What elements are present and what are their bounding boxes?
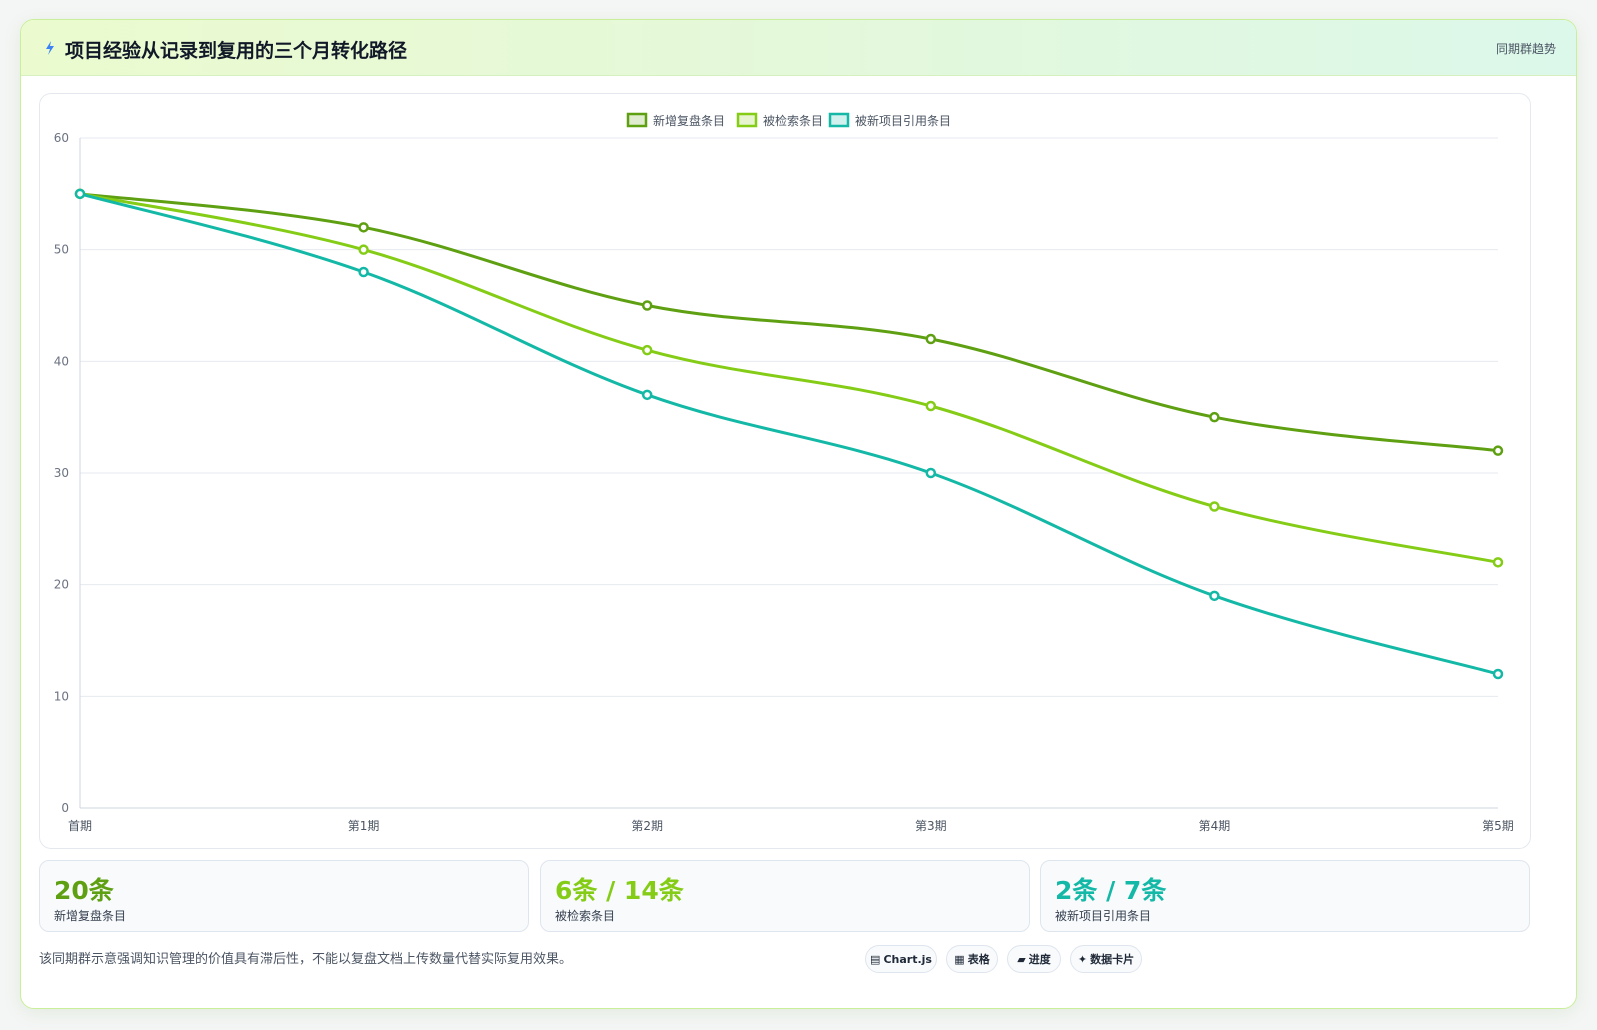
data-point <box>358 266 369 278</box>
series-line <box>79 192 1499 564</box>
data-point <box>641 300 653 311</box>
data-point <box>74 188 86 200</box>
data-point <box>1492 445 1504 456</box>
series-line <box>79 192 1499 453</box>
x-tick-label: 第2期 <box>631 819 663 833</box>
chip-chartjs[interactable]: ▤ Chart.js <box>865 945 937 973</box>
x-tick-label: 第5期 <box>1482 819 1514 833</box>
legend-label: 新增复盘条目 <box>653 113 725 128</box>
stat-card-searched: 6条 / 14条 被检索条目 <box>540 860 1030 932</box>
chart-panel: 新增复盘条目 被检索条目 被新项目引用条目 0 10 20 30 40 50 60 首期 第1期 第2… <box>39 93 1531 849</box>
data-point <box>641 389 653 401</box>
stat-label: 新增复盘条目 <box>54 909 127 923</box>
header-tag: 同期群趋势 <box>1495 42 1556 56</box>
data-point <box>925 400 937 412</box>
y-tick-label: 10 <box>54 689 69 703</box>
legend-swatch <box>626 112 648 128</box>
legend-item: 被检索条目 <box>736 112 823 128</box>
chip-label: 进度 <box>1028 953 1051 966</box>
sparkle-icon: ✦ <box>1077 952 1088 966</box>
legend-item: 新增复盘条目 <box>626 112 725 128</box>
chip-progress[interactable]: ▰ 进度 <box>1007 945 1061 973</box>
y-tick-label: 0 <box>61 801 69 815</box>
data-point <box>641 344 653 356</box>
y-tick-label: 50 <box>54 243 69 257</box>
y-tick-label: 40 <box>54 354 69 368</box>
line-chart: 新增复盘条目 被检索条目 被新项目引用条目 0 10 20 30 40 50 60 首期 第1期 第2… <box>54 112 1514 833</box>
table-icon: ▦ <box>954 952 965 966</box>
stat-value: 2条 / 7条 <box>1055 876 1167 905</box>
stat-value: 6条 / 14条 <box>555 876 684 905</box>
data-point <box>925 333 937 345</box>
x-tick-label: 第3期 <box>915 819 947 833</box>
chip-data-card[interactable]: ✦ 数据卡片 <box>1070 945 1142 973</box>
x-tick-label: 首期 <box>68 819 92 833</box>
page-title: 项目经验从记录到复用的三个月转化路径 <box>65 40 408 62</box>
data-point <box>925 467 937 479</box>
lightning-icon <box>46 41 54 55</box>
legend-label: 被检索条目 <box>763 113 823 128</box>
y-tick-label: 60 <box>54 131 69 145</box>
legend-swatch <box>736 112 758 128</box>
data-point <box>1209 411 1220 423</box>
chip-label: 表格 <box>967 953 990 966</box>
y-tick-label: 30 <box>54 466 69 480</box>
stat-card-cited: 2条 / 7条 被新项目引用条目 <box>1040 860 1530 932</box>
stat-label: 被检索条目 <box>555 909 616 923</box>
data-point <box>358 222 369 233</box>
series-line <box>79 192 1499 676</box>
chip-label: Chart.js <box>883 952 932 966</box>
x-tick-label: 第1期 <box>348 819 380 833</box>
chip-label: 数据卡片 <box>1090 953 1135 966</box>
legend-label: 被新项目引用条目 <box>855 113 951 128</box>
data-point <box>1492 668 1504 680</box>
data-point <box>358 244 369 255</box>
chip-table[interactable]: ▦ 表格 <box>946 945 998 973</box>
progress-icon: ▰ <box>1017 952 1026 966</box>
stat-value: 20条 <box>54 876 114 905</box>
stats-row: 20条 新增复盘条目 6条 / 14条 被检索条目 2条 / 7条 被新项目引用… <box>39 860 1531 932</box>
stat-label: 被新项目引用条目 <box>1055 909 1152 923</box>
footnote: 该同期群示意强调知识管理的价值具有滞后性，不能以复盘文档上传数量代替实际复用效果… <box>39 952 573 967</box>
x-tick-label: 第4期 <box>1199 819 1231 833</box>
chart-icon: ▤ <box>870 952 881 966</box>
chart-card: 项目经验从记录到复用的三个月转化路径 同期群趋势 新增复盘条目 被检索条目 被新项目… <box>20 19 1577 1009</box>
data-point <box>1209 590 1220 602</box>
stat-card-new: 20条 新增复盘条目 <box>39 860 529 932</box>
legend-item: 被新项目引用条目 <box>828 112 951 128</box>
y-tick-label: 20 <box>54 578 69 592</box>
legend-swatch <box>828 112 850 128</box>
data-point <box>1492 557 1504 568</box>
data-point <box>1209 501 1220 512</box>
card-header: 项目经验从记录到复用的三个月转化路径 同期群趋势 <box>21 20 1576 76</box>
